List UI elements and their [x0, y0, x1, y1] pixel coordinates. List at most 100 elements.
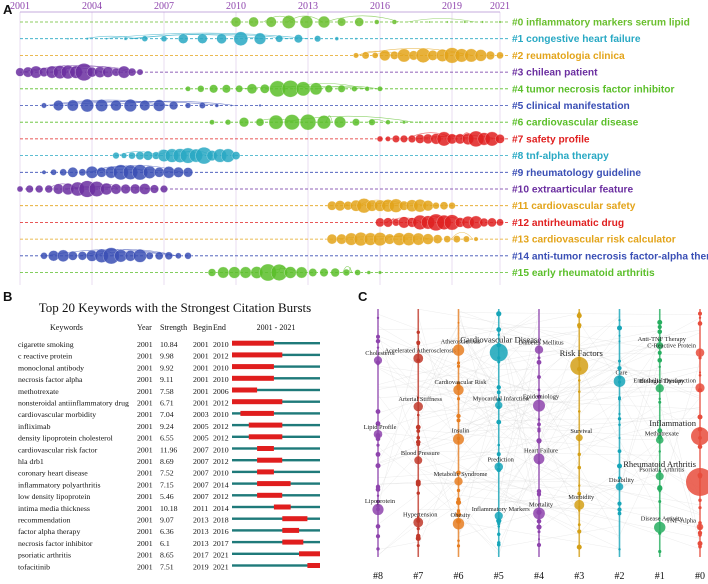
year-cell: 2001: [137, 562, 153, 571]
network-edge: [498, 447, 620, 512]
keyword-node-label: Rheumatoid Arthritis: [623, 459, 696, 469]
network-edge: [418, 334, 459, 412]
network-edge: [659, 403, 701, 544]
strength-cell: 6.36: [160, 527, 174, 536]
network-node: [456, 544, 461, 548]
keyword-node-label: Disability: [609, 477, 635, 484]
network-edge: [659, 360, 701, 498]
cluster-node: [248, 16, 259, 28]
cluster-node: [57, 249, 70, 262]
network-edge: [377, 337, 660, 555]
cluster-track: [16, 180, 168, 198]
cluster-node: [222, 84, 231, 94]
end-cell: 2010: [213, 340, 229, 349]
keyword-cell: intima media thickness: [18, 504, 90, 513]
network-edge: [498, 350, 701, 356]
keyword-node-label: Lipid Profile: [364, 424, 397, 431]
keyword-cell: necrosis factor inhibitor: [18, 539, 93, 548]
keyword-node-label: Cardiovascular Risk: [434, 379, 487, 386]
timeline-base-bar: [232, 564, 320, 567]
network-node: [415, 535, 421, 541]
cluster-node: [375, 217, 385, 228]
cluster-node: [434, 121, 438, 124]
cluster-node: [422, 200, 434, 212]
network-node: [496, 385, 501, 390]
network-node: [658, 338, 662, 342]
keyword-node: [691, 427, 708, 446]
cluster-node: [326, 233, 338, 245]
keyword-node: [453, 433, 464, 445]
keyword-node: [533, 507, 545, 520]
network-node: [618, 318, 621, 322]
burst-bar: [232, 364, 274, 370]
network-node: [536, 518, 542, 524]
begin-cell: 2007: [193, 480, 209, 489]
cluster-track: [40, 247, 192, 265]
keyword-node-label: Survival: [570, 428, 592, 435]
network-edge: [498, 487, 540, 528]
network-node: [416, 526, 420, 531]
year-cell: 2001: [137, 457, 153, 466]
cluster-node: [235, 85, 243, 93]
cluster-node: [239, 117, 249, 128]
cluster-node: [284, 114, 300, 131]
network-node: [415, 424, 421, 430]
cluster-node: [41, 102, 47, 109]
network-node: [618, 412, 621, 416]
network-edge: [619, 456, 660, 480]
network-node: [658, 499, 662, 503]
keyword-cell: infliximab: [18, 422, 51, 431]
year-cell: 2001: [137, 387, 153, 396]
strength-cell: 9.98: [160, 352, 174, 361]
cluster-node: [53, 183, 64, 195]
network-edge: [619, 396, 660, 473]
cluster-node: [96, 167, 107, 178]
keyword-node-label: C-Reactive Protein: [647, 342, 697, 349]
cluster-node: [391, 19, 397, 25]
column-label: #5: [494, 571, 504, 582]
network-node: [657, 329, 663, 335]
keyword-cell: psoriatic arthritis: [18, 551, 71, 560]
year-tick-label: 2021: [490, 1, 510, 12]
header-strength: Strength: [160, 323, 187, 332]
keyword-node: [489, 343, 508, 362]
cluster-node: [324, 84, 333, 93]
cluster-label: #4 tumor necrosis factor inhibitor: [512, 84, 674, 95]
year-cell: 2001: [137, 480, 153, 489]
keyword-node: [373, 429, 383, 439]
begin-cell: 2001: [193, 352, 209, 361]
cluster-node: [44, 184, 53, 194]
keyword-cell: factor alpha therapy: [18, 527, 80, 536]
network-node: [376, 494, 380, 497]
year-cell: 2001: [137, 516, 153, 525]
network-node: [536, 542, 542, 548]
cluster-node: [354, 37, 358, 40]
network-edge: [498, 311, 540, 497]
strength-cell: 7.58: [160, 387, 174, 396]
burst-bar: [257, 446, 274, 451]
network-node: [618, 334, 621, 337]
cluster-node: [308, 268, 318, 277]
cluster-node: [169, 101, 179, 110]
strength-cell: 5.46: [160, 492, 174, 501]
keyword-node: [533, 399, 545, 412]
begin-cell: 2001: [193, 363, 209, 372]
network-node: [658, 365, 661, 369]
network-node: [416, 340, 421, 345]
year-tick-label: 2013: [298, 1, 318, 12]
network-node: [455, 511, 462, 518]
network-node: [698, 506, 702, 510]
begin-cell: 2013: [193, 539, 209, 548]
network-node: [456, 413, 461, 419]
cluster-node: [473, 236, 479, 242]
keyword-node: [654, 521, 666, 534]
cluster-node: [244, 104, 247, 107]
cluster-node: [50, 169, 57, 176]
keyword-node-label: Accelerated Atherosclerosis: [384, 348, 456, 355]
cluster-node: [463, 235, 470, 243]
cluster-node: [495, 134, 505, 144]
cluster-node: [139, 100, 151, 111]
network-node: [375, 451, 381, 457]
keyword-node-label: Care: [615, 369, 627, 376]
cluster-node: [85, 166, 99, 179]
